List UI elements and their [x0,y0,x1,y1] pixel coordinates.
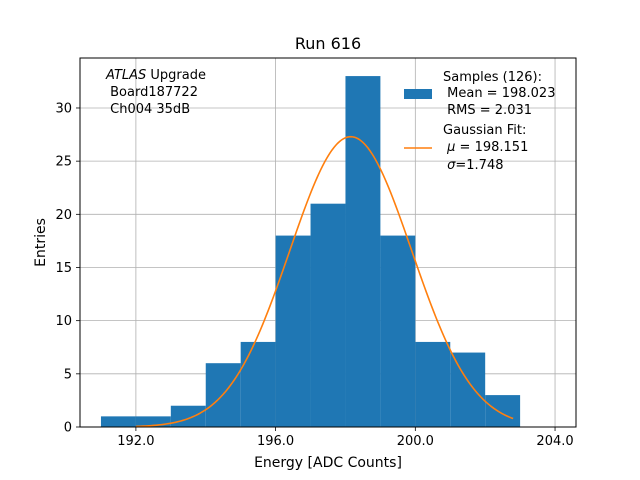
legend-fit-label: Gaussian Fit: [443,123,526,138]
y-tick-label: 15 [55,261,72,276]
y-tick-label: 30 [55,101,72,116]
atlas-italic-text: ATLAS [105,68,146,83]
histogram-bar-0 [100,416,136,427]
plot-frame [79,57,577,428]
legend-fit-mu: μ = 198.151 [443,140,528,155]
legend-samples-swatch [404,89,432,99]
legend-fit-sigma: σ=1.748 [443,158,504,173]
legend-samples-label: Samples (126): [443,70,542,85]
y-tick-label: 20 [55,208,72,223]
channel-annotation: Ch004 35dB [106,102,190,117]
x-tick-label: 192.0 [117,434,154,449]
legend: Samples (126): Mean = 198.023 RMS = 2.03… [404,70,555,173]
atlas-annotation-line1: ATLAS Upgrade [105,68,206,83]
histogram-bars [100,76,521,427]
legend-samples-rms: RMS = 2.031 [443,103,532,118]
histogram-bar-5 [275,235,311,427]
y-tick-label: 10 [55,314,72,329]
x-tick-label: 196.0 [257,434,294,449]
histogram-bar-9 [415,341,451,427]
x-tick-label: 204.0 [536,434,573,449]
upgrade-text: Upgrade [146,68,206,83]
y-tick-label: 25 [55,155,72,170]
x-axis-ticks: 192.0 196.0 200.0 204.0 [117,427,574,449]
histogram-bar-2 [170,405,206,427]
histogram-bar-1 [135,416,171,427]
sigma-symbol: σ [447,158,456,173]
y-tick-label: 5 [64,367,72,382]
y-axis-ticks: 0 5 10 15 20 25 30 [55,101,80,436]
sigma-value: =1.748 [455,158,503,173]
gaussian-fit [135,135,514,428]
histogram-bar-11 [485,395,521,427]
y-axis-label: Entries [33,218,49,267]
y-tick-label: 0 [64,421,72,436]
x-tick-label: 200.0 [397,434,434,449]
histogram-bar-4 [240,341,276,427]
chart-title: Run 616 [295,34,361,53]
histogram-bar-7 [345,76,381,427]
mu-value: = 198.151 [455,140,528,155]
x-axis-label: Energy [ADC Counts] [254,455,402,471]
histogram-bar-6 [310,203,346,427]
legend-samples-mean: Mean = 198.023 [443,86,555,101]
gaussian-fit-curve [135,135,514,428]
board-annotation: Board187722 [106,85,198,100]
histogram-bar-10 [450,352,486,427]
histogram-bar-8 [380,235,416,427]
mu-symbol: μ [446,140,455,155]
